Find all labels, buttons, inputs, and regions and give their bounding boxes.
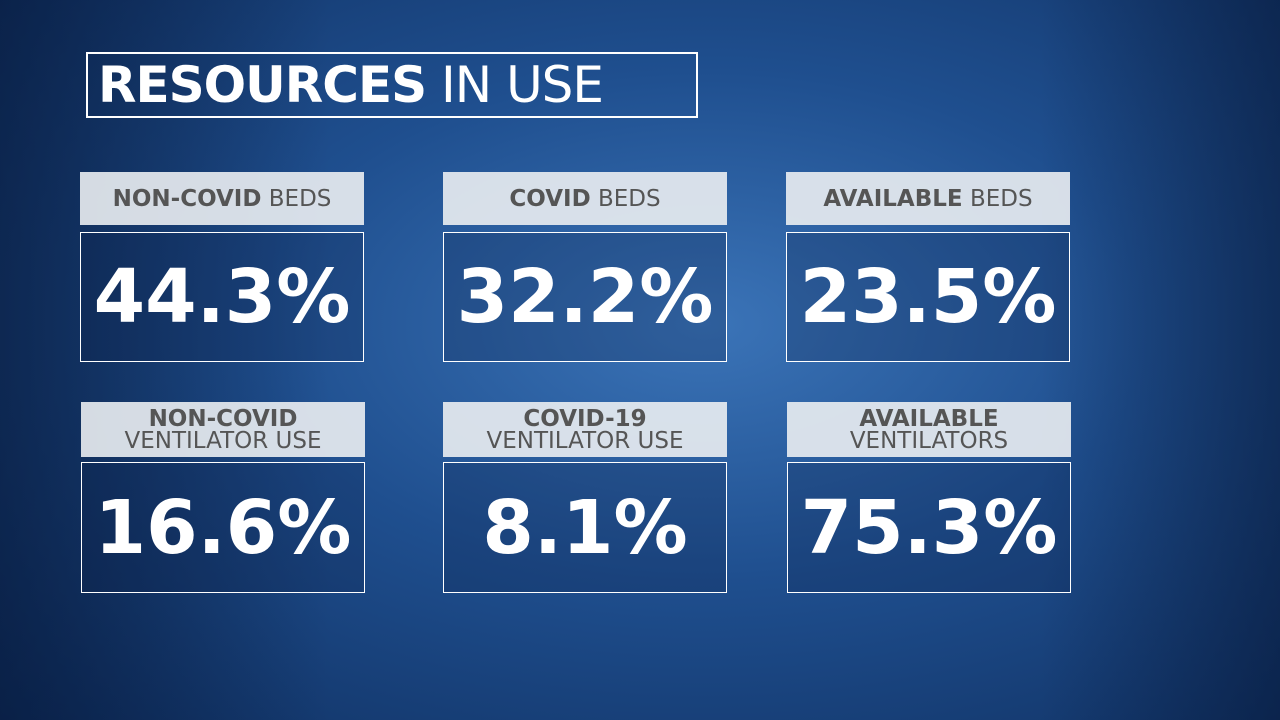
- card-label: AVAILABLE BEDS: [786, 172, 1070, 225]
- card-value: 75.3%: [787, 462, 1071, 593]
- label-line: AVAILABLE BEDS: [786, 185, 1070, 212]
- title: RESOURCES IN USE: [86, 52, 698, 118]
- label-bold: NON-COVID: [148, 405, 298, 432]
- card-label: COVID-19 VENTILATOR USE: [443, 402, 727, 457]
- card-label: COVID BEDS: [443, 172, 727, 225]
- label-regular: VENTILATORS: [849, 427, 1009, 454]
- label-regular: VENTILATOR USE: [124, 427, 322, 454]
- label-bold: AVAILABLE: [859, 405, 999, 432]
- card-value: 8.1%: [443, 462, 727, 593]
- card-label: AVAILABLE VENTILATORS: [787, 402, 1071, 457]
- label-bold: AVAILABLE: [823, 185, 963, 212]
- title-bold: RESOURCES: [98, 56, 427, 114]
- label-regular: BEDS: [597, 185, 661, 212]
- background-shade: [0, 0, 330, 720]
- label-line: NON-COVID BEDS: [80, 185, 364, 212]
- label-bold: COVID: [509, 185, 591, 212]
- label-bold: NON-COVID: [112, 185, 262, 212]
- title-regular: IN USE: [441, 56, 604, 114]
- background-shade: [1040, 0, 1280, 720]
- label-regular: VENTILATOR USE: [486, 427, 684, 454]
- label-bold: COVID-19: [523, 405, 647, 432]
- card-value: 44.3%: [80, 232, 364, 362]
- label-line: COVID BEDS: [443, 185, 727, 212]
- card-label: NON-COVID BEDS: [80, 172, 364, 225]
- card-value: 23.5%: [786, 232, 1070, 362]
- card-label: NON-COVID VENTILATOR USE: [81, 402, 365, 457]
- label-regular: BEDS: [268, 185, 332, 212]
- card-value: 16.6%: [81, 462, 365, 593]
- card-value: 32.2%: [443, 232, 727, 362]
- label-regular: BEDS: [969, 185, 1033, 212]
